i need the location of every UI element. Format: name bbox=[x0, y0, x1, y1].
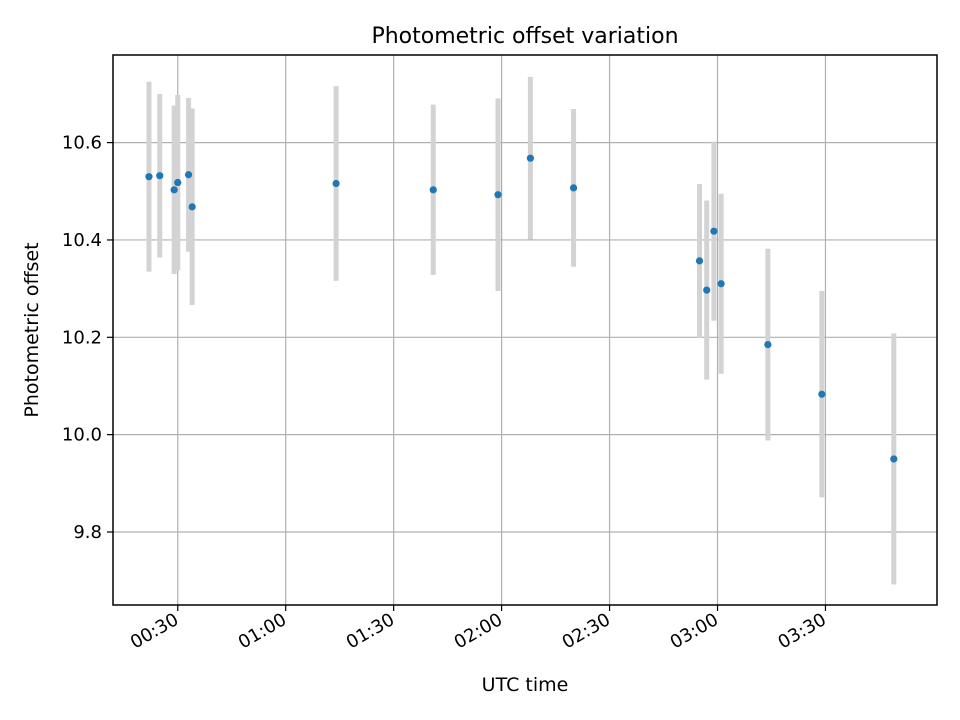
y-axis-label: Photometric offset bbox=[21, 242, 43, 417]
data-point bbox=[526, 154, 534, 162]
data-point bbox=[174, 178, 182, 187]
plot-frame bbox=[112, 54, 938, 606]
chart-title: Photometric offset variation bbox=[371, 24, 678, 49]
y-axis-ticks: 9.8 10.0 10.2 10.4 10.6 bbox=[62, 133, 113, 543]
data-point bbox=[184, 171, 193, 179]
error-bars bbox=[146, 76, 897, 585]
y-tick-label: 10.4 bbox=[62, 230, 102, 251]
x-tick-label: 02:00 bbox=[451, 609, 506, 653]
data-point bbox=[818, 390, 826, 398]
x-axis-label: UTC time bbox=[482, 674, 569, 696]
y-tick-label: 10.6 bbox=[62, 133, 102, 154]
x-tick-label: 03:00 bbox=[667, 609, 722, 653]
data-point bbox=[569, 184, 578, 192]
data-point bbox=[429, 186, 437, 194]
data-point bbox=[717, 280, 725, 288]
data-points bbox=[145, 154, 898, 463]
x-tick-label: 00:30 bbox=[127, 609, 182, 653]
data-point bbox=[170, 186, 178, 194]
data-point bbox=[710, 227, 718, 235]
data-point bbox=[145, 173, 153, 181]
data-point bbox=[494, 191, 502, 199]
data-point bbox=[332, 179, 340, 188]
x-tick-label: 01:00 bbox=[235, 609, 290, 653]
x-axis-ticks: 00:30 01:00 01:30 02:00 02:30 03:00 03:30 bbox=[127, 605, 830, 653]
data-point bbox=[703, 286, 711, 294]
y-tick-label: 10.2 bbox=[62, 327, 102, 348]
grid-lines bbox=[113, 55, 937, 605]
y-tick-label: 9.8 bbox=[73, 522, 102, 543]
x-tick-label: 03:30 bbox=[775, 609, 830, 653]
x-tick-label: 02:30 bbox=[559, 609, 614, 653]
data-point bbox=[890, 455, 898, 463]
data-point bbox=[156, 172, 164, 180]
data-point bbox=[695, 257, 704, 265]
y-tick-label: 10.0 bbox=[62, 425, 102, 446]
data-point bbox=[188, 203, 196, 211]
data-point bbox=[764, 341, 772, 349]
x-tick-label: 01:30 bbox=[343, 609, 398, 653]
